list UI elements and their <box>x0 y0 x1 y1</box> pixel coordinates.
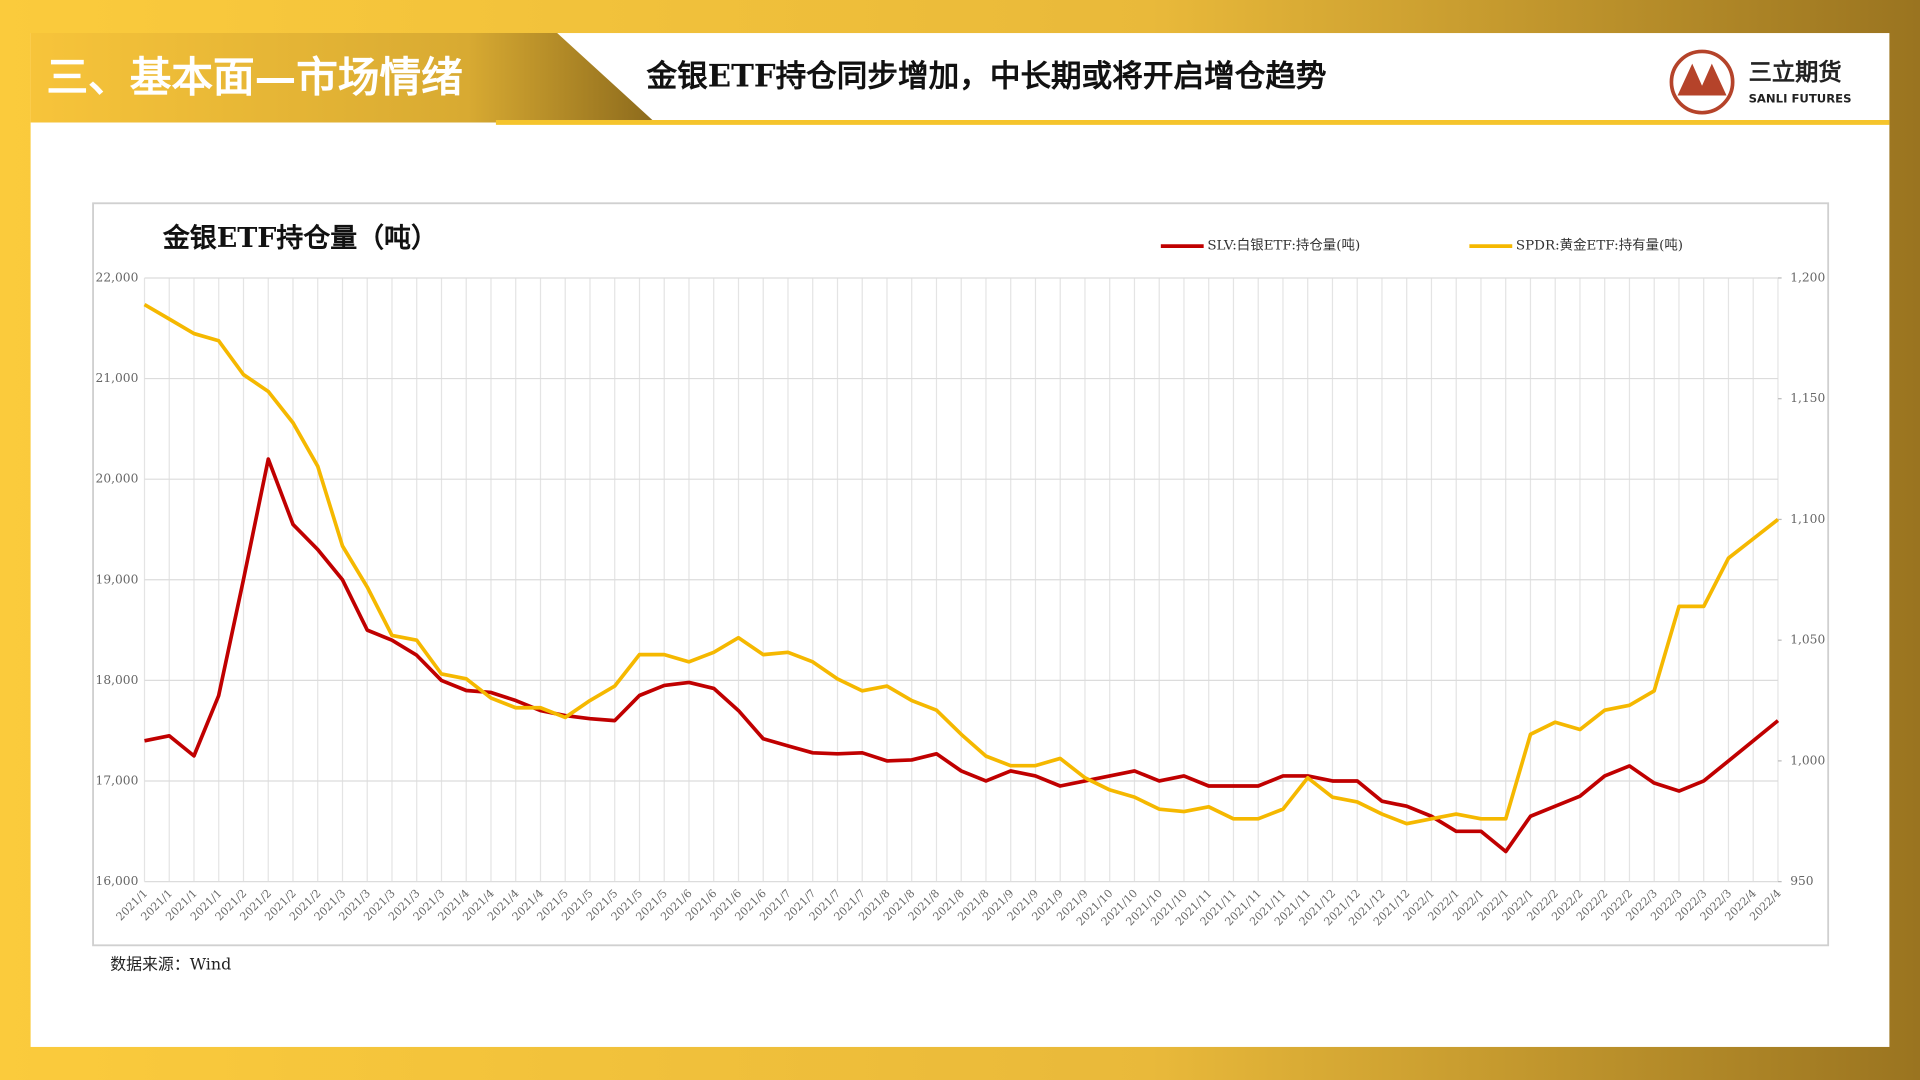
y-tick-label: 17,000 <box>96 774 139 788</box>
y-tick-label: 16,000 <box>96 874 139 888</box>
chart-frame <box>92 202 1830 947</box>
y2-tick-label: 1,150 <box>1790 391 1825 405</box>
slide-title: 金银ETF持仓同步增加，中长期或将开启增仓趋势 <box>646 58 1327 94</box>
y-tick-label: 21,000 <box>96 371 139 385</box>
logo-subtitle: SANLI FUTURES <box>1749 92 1852 106</box>
source-note: 数据来源：Wind <box>110 954 231 973</box>
y2-tick-label: 1,000 <box>1790 753 1825 767</box>
legend-label: SLV:白银ETF:持仓量(吨) <box>1207 238 1360 254</box>
y2-tick-label: 1,050 <box>1790 633 1825 647</box>
legend-label: SPDR:黄金ETF:持有量(吨) <box>1516 238 1683 254</box>
y2-tick-label: 1,100 <box>1790 512 1825 526</box>
y-tick-label: 20,000 <box>96 472 139 486</box>
y-tick-label: 19,000 <box>96 572 139 586</box>
series-line <box>143 302 1780 826</box>
y2-tick-label: 950 <box>1790 874 1813 888</box>
section-band <box>30 33 656 123</box>
y-tick-label: 22,000 <box>96 270 139 284</box>
logo-mark <box>1669 49 1735 115</box>
section-title: 三、基本面—市场情绪 <box>47 52 463 101</box>
y-tick-label: 18,000 <box>96 673 139 687</box>
chart-title: 金银ETF持仓量（吨） <box>162 222 438 254</box>
series-line <box>144 457 1780 854</box>
y2-tick-label: 1,200 <box>1790 270 1825 284</box>
logo-name: 三立期货 <box>1749 59 1842 86</box>
